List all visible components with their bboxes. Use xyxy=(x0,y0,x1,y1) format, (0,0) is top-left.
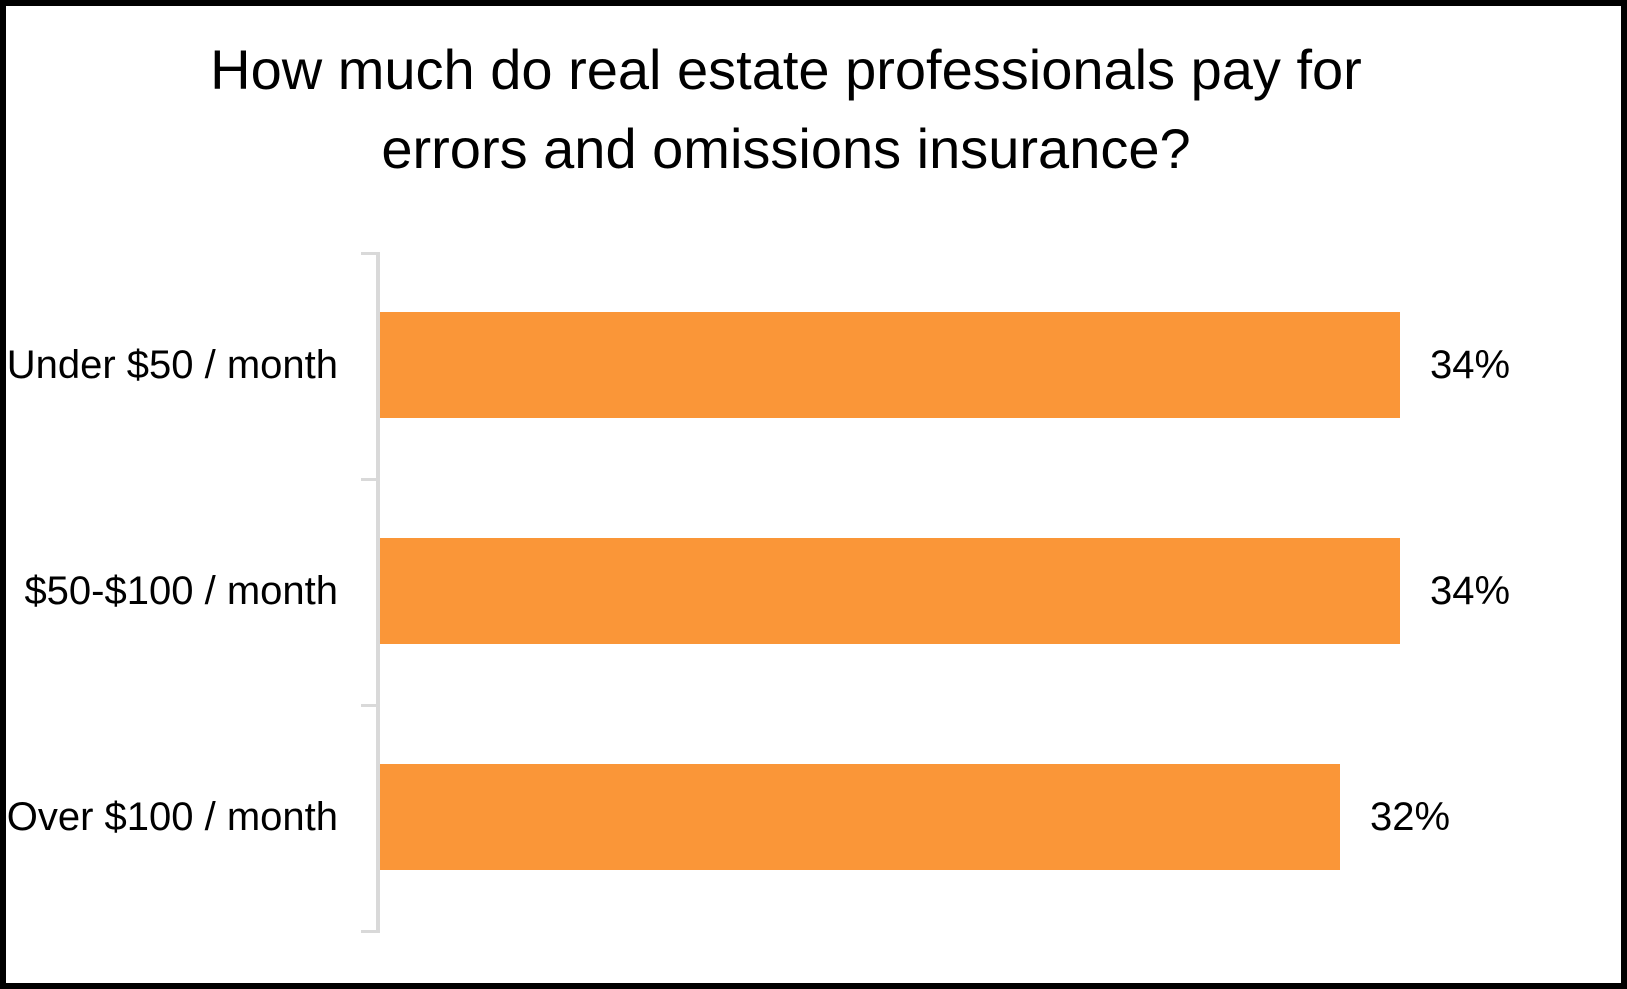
bar-row-50-100: $50-$100 / month 34% xyxy=(0,478,1627,704)
bar-track: 34% xyxy=(380,252,1617,478)
axis-tick xyxy=(361,478,376,481)
bar-track: 32% xyxy=(380,704,1617,930)
axis-tick xyxy=(361,252,376,255)
bar-over-100 xyxy=(380,764,1340,870)
bar-row-under-50: Under $50 / month 34% xyxy=(0,252,1627,478)
category-label-50-100: $50-$100 / month xyxy=(24,568,338,613)
category-label-under-50: Under $50 / month xyxy=(6,342,338,387)
bar-row-over-100: Over $100 / month 32% xyxy=(0,704,1627,930)
category-label-over-100: Over $100 / month xyxy=(6,794,338,839)
chart-title: How much do real estate professionals pa… xyxy=(0,30,1572,188)
chart-title-line-2: errors and omissions insurance? xyxy=(381,117,1191,180)
bar-50-100 xyxy=(380,538,1400,644)
value-label-over-100: 32% xyxy=(1370,794,1451,839)
bar-track: 34% xyxy=(380,478,1617,704)
axis-tick xyxy=(361,704,376,707)
value-label-50-100: 34% xyxy=(1430,568,1511,613)
chart-title-line-1: How much do real estate professionals pa… xyxy=(210,38,1362,101)
axis-tick xyxy=(361,930,376,933)
value-label-under-50: 34% xyxy=(1430,342,1511,387)
bar-under-50 xyxy=(380,312,1400,418)
category-axis-line xyxy=(376,252,380,933)
